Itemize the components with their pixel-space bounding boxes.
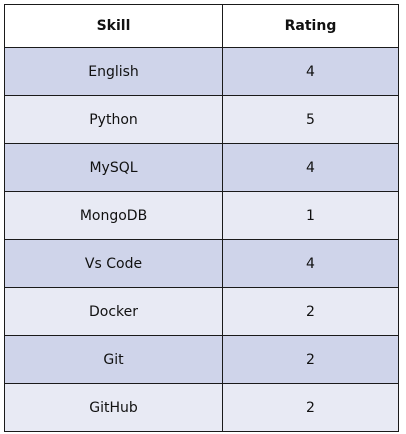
skills-table: Skill Rating English 4 Python 5 MySQL 4 … [4,4,399,432]
skill-cell: Docker [4,287,223,336]
column-header-rating: Rating [222,4,399,48]
rating-cell: 4 [222,239,399,288]
rating-cell: 4 [222,47,399,96]
table-row: Vs Code 4 [4,239,399,288]
skill-cell: English [4,47,223,96]
table-header-row: Skill Rating [4,4,399,48]
skill-cell: MySQL [4,143,223,192]
rating-cell: 2 [222,383,399,432]
table-row: Python 5 [4,95,399,144]
skill-cell: GitHub [4,383,223,432]
rating-cell: 2 [222,287,399,336]
table-row: Docker 2 [4,287,399,336]
table-row: MongoDB 1 [4,191,399,240]
table-row: Git 2 [4,335,399,384]
rating-cell: 4 [222,143,399,192]
column-header-skill: Skill [4,4,223,48]
rating-cell: 2 [222,335,399,384]
skill-cell: Python [4,95,223,144]
skill-cell: MongoDB [4,191,223,240]
skill-cell: Vs Code [4,239,223,288]
rating-cell: 1 [222,191,399,240]
table-row: English 4 [4,47,399,96]
table-row: MySQL 4 [4,143,399,192]
skill-cell: Git [4,335,223,384]
table-row: GitHub 2 [4,383,399,432]
rating-cell: 5 [222,95,399,144]
